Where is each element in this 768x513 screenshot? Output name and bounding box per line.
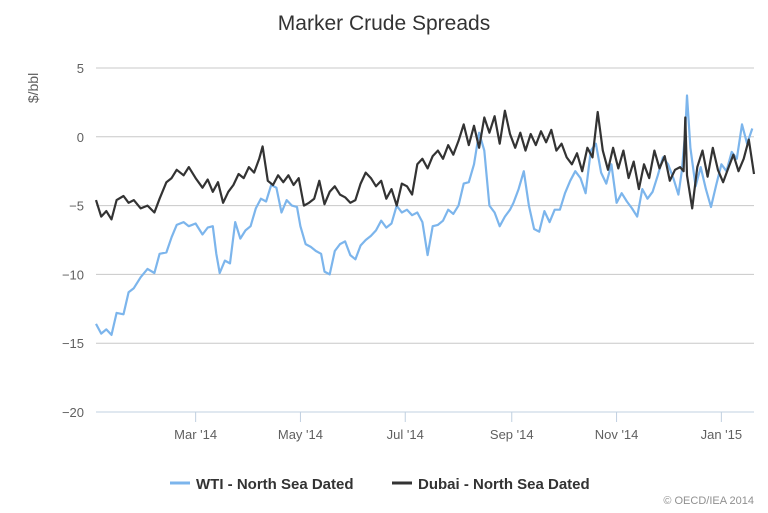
series-line-dubai: [94, 109, 756, 221]
x-tick-label: Jul '14: [387, 427, 424, 442]
x-tick-label: Mar '14: [174, 427, 217, 442]
legend-label: Dubai - North Sea Dated: [418, 476, 590, 493]
y-tick-label: 0: [77, 130, 84, 145]
legend-item-dubai[interactable]: Dubai - North Sea Dated: [392, 476, 590, 493]
chart-title: Marker Crude Spreads: [278, 12, 490, 35]
y-tick-label: −15: [62, 336, 84, 351]
x-tick-label: Nov '14: [595, 427, 639, 442]
credit-text: © OECD/IEA 2014: [663, 495, 754, 507]
y-tick-label: −20: [62, 405, 84, 420]
gridlines: [96, 67, 754, 413]
y-tick-label: 5: [77, 61, 84, 76]
series-line-wti: [95, 94, 754, 336]
x-tick-label: May '14: [278, 427, 323, 442]
y-tick-label: −5: [69, 199, 84, 214]
legend-item-wti[interactable]: WTI - North Sea Dated: [170, 476, 354, 493]
legend: WTI - North Sea Dated Dubai - North Sea D…: [170, 476, 590, 493]
y-tick-label: −10: [62, 267, 84, 282]
x-tick-label: Jan '15: [701, 427, 743, 442]
y-axis-ticks: 5 0 −5 −10 −15 −20: [62, 61, 84, 420]
y-axis-label: $/bbl: [25, 73, 41, 103]
plot-area: [94, 94, 756, 336]
x-tick-label: Sep '14: [490, 427, 534, 442]
legend-label: WTI - North Sea Dated: [196, 476, 354, 493]
x-axis-ticks: Mar '14 May '14 Jul '14 Sep '14 Nov '14 Jan '…: [174, 412, 742, 442]
